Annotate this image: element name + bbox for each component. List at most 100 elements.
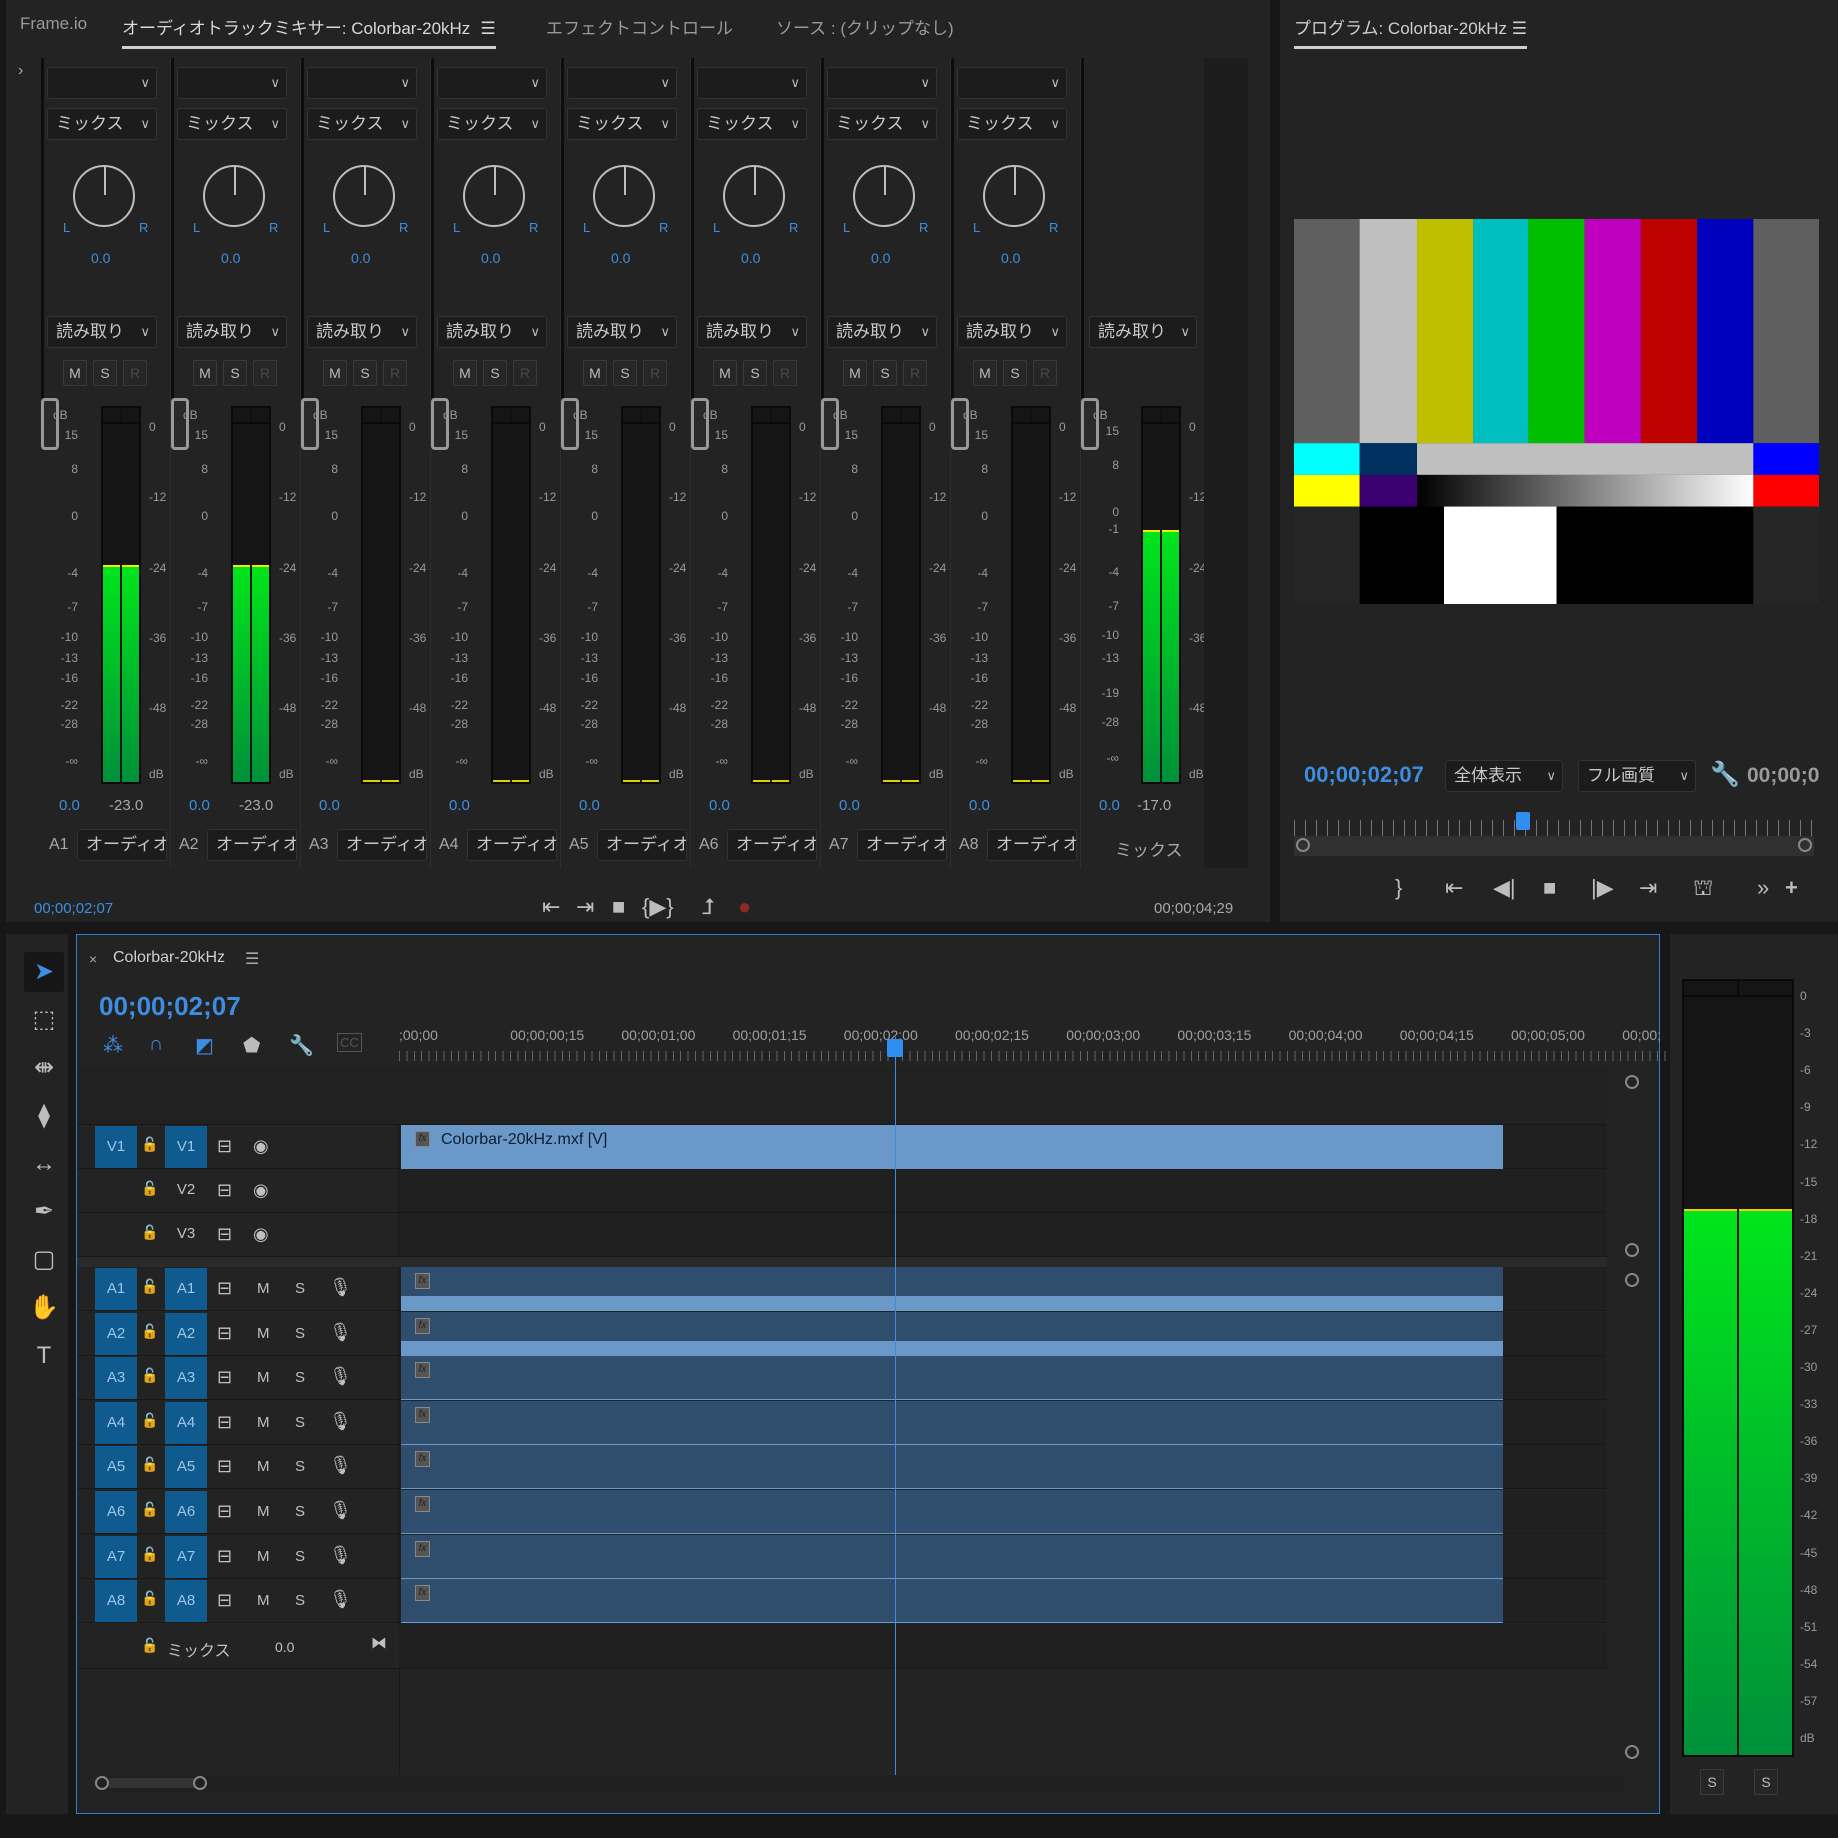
solo-button[interactable]: S (295, 1413, 306, 1431)
add-icon[interactable]: + (1785, 875, 1798, 900)
volume-value[interactable]: 0.0 (189, 797, 210, 814)
source-patch[interactable]: A3 (95, 1357, 137, 1400)
target-track[interactable]: A5 (165, 1446, 207, 1489)
volume-fader-handle[interactable] (431, 398, 449, 450)
mute-button[interactable]: M (63, 360, 87, 386)
eye-icon[interactable]: ◉ (253, 1136, 269, 1156)
pan-value[interactable]: 0.0 (221, 250, 241, 266)
solo-button[interactable]: S (295, 1547, 306, 1565)
record-button[interactable]: R (1033, 360, 1057, 386)
voiceover-mic-icon[interactable]: 🎙 (329, 1321, 352, 1342)
mute-button[interactable]: M (583, 360, 607, 386)
audio-clip[interactable]: fx (401, 1534, 1503, 1579)
hand-tool-icon[interactable]: ✋ (29, 1294, 59, 1321)
track-select-tool-icon[interactable]: ⬚ (32, 1006, 56, 1033)
solo-button[interactable]: S (613, 360, 637, 386)
track-name-field[interactable]: オーディオ (207, 829, 297, 861)
lock-icon[interactable]: 🔓 (141, 1136, 159, 1152)
tab-1[interactable]: オーディオトラックミキサー: Colorbar-20kHz ☰ (122, 14, 496, 49)
record-button[interactable]: R (383, 360, 407, 386)
volume-value[interactable]: 0.0 (59, 797, 80, 814)
track-name-field[interactable]: オーディオ (337, 829, 427, 861)
source-patch[interactable]: A4 (95, 1401, 137, 1444)
audio-clip[interactable]: fx (401, 1356, 1503, 1401)
record-button[interactable]: R (513, 360, 537, 386)
loop-icon[interactable]: ⮥ (702, 894, 715, 919)
voiceover-mic-icon[interactable]: 🎙 (329, 1277, 352, 1297)
sync-lock-icon[interactable]: ⊟ (217, 1322, 233, 1343)
audio-clip[interactable]: fx (401, 1445, 1503, 1490)
hamburger-icon[interactable]: ☰ (245, 951, 260, 968)
mix-volume-value[interactable]: 0.0 (275, 1639, 295, 1655)
voiceover-mic-icon[interactable]: 🎙 (329, 1455, 352, 1476)
mute-button[interactable]: M (843, 360, 867, 386)
pan-knob[interactable] (463, 165, 525, 227)
automation-dropdown[interactable]: 読み取り ∨ (827, 316, 937, 348)
solo-button[interactable]: S (295, 1592, 306, 1610)
record-button[interactable]: R (643, 360, 667, 386)
type-tool-icon[interactable]: T (36, 1342, 52, 1369)
target-track[interactable]: A8 (165, 1580, 207, 1623)
more-icon[interactable]: » (1757, 875, 1770, 900)
pen-tool-icon[interactable]: ✒ (33, 1198, 55, 1225)
solo-right-button[interactable]: S (1754, 1769, 1778, 1795)
effect-dropdown[interactable]: ∨ (567, 67, 677, 99)
record-button[interactable]: R (773, 360, 797, 386)
volume-value[interactable]: 0.0 (449, 797, 470, 814)
volume-value[interactable]: 0.0 (319, 797, 340, 814)
go-to-end-icon[interactable]: ⧓ (371, 1635, 387, 1652)
razor-tool-icon[interactable]: ⧫ (38, 1102, 50, 1129)
lock-icon[interactable]: 🔓 (141, 1278, 159, 1294)
sync-lock-icon[interactable]: ⊟ (217, 1224, 233, 1244)
target-track[interactable]: A1 (165, 1268, 207, 1310)
source-patch[interactable]: A1 (95, 1268, 137, 1310)
program-playhead[interactable] (1515, 812, 1530, 830)
mute-button[interactable]: M (257, 1280, 270, 1297)
mute-button[interactable]: M (257, 1458, 270, 1476)
target-track[interactable]: V3 (176, 1225, 196, 1242)
track-name-field[interactable]: オーディオ (467, 829, 557, 861)
add-marker-icon[interactable]: ⬟ (243, 1035, 261, 1057)
solo-button[interactable]: S (295, 1280, 306, 1297)
tab-2[interactable]: エフェクトコントロール (546, 14, 733, 39)
mute-button[interactable]: M (193, 360, 217, 386)
snap-magnet-icon[interactable]: ∩ (149, 1033, 164, 1055)
scroll-handle[interactable] (1625, 1075, 1639, 1089)
target-track[interactable]: A3 (165, 1357, 207, 1400)
volume-value[interactable]: 0.0 (709, 797, 730, 814)
video-clip[interactable]: fx Colorbar-20kHz.mxf [V] (401, 1125, 1503, 1169)
volume-fader-handle[interactable] (821, 398, 839, 450)
effect-dropdown[interactable]: ∨ (827, 67, 937, 99)
effect-dropdown[interactable]: ∨ (177, 67, 287, 99)
target-track[interactable]: A2 (165, 1312, 207, 1355)
solo-button[interactable]: S (743, 360, 767, 386)
automation-dropdown[interactable]: 読み取り ∨ (177, 316, 287, 348)
automation-dropdown[interactable]: 読み取り ∨ (47, 316, 157, 348)
source-patch[interactable]: A7 (95, 1535, 137, 1578)
source-patch[interactable]: A6 (95, 1491, 137, 1533)
scroll-thumb[interactable] (109, 1778, 195, 1788)
solo-button[interactable]: S (873, 360, 897, 386)
settings-wrench-icon[interactable]: 🔧 (1710, 761, 1740, 788)
source-patch[interactable]: A2 (95, 1312, 137, 1355)
sync-lock-icon[interactable]: ⊟ (217, 1590, 233, 1611)
zoom-handle-left[interactable] (1296, 838, 1310, 852)
track-name-field[interactable]: オーディオ (857, 829, 947, 861)
mixer-current-time[interactable]: 00;00;02;07 (34, 900, 114, 917)
nest-toggle-icon[interactable]: ⁂ (103, 1035, 123, 1057)
go-to-in-icon[interactable]: ⇤ (1445, 875, 1464, 900)
program-timecode[interactable]: 00;00;02;07 (1304, 762, 1424, 787)
pan-value[interactable]: 0.0 (1001, 250, 1021, 266)
playhead-line[interactable] (895, 1037, 896, 1777)
automation-dropdown[interactable]: 読み取り ∨ (697, 316, 807, 348)
solo-button[interactable]: S (353, 360, 377, 386)
step-back-icon[interactable]: ◀| (1493, 875, 1516, 900)
source-patch[interactable]: A8 (95, 1580, 137, 1623)
volume-value[interactable]: 0.0 (1099, 797, 1120, 814)
volume-fader-handle[interactable] (1081, 398, 1099, 450)
solo-button[interactable]: S (483, 360, 507, 386)
lock-icon[interactable]: 🔓 (141, 1590, 159, 1607)
ripple-edit-tool-icon[interactable]: ⇼ (33, 1054, 55, 1081)
pan-value[interactable]: 0.0 (741, 250, 761, 266)
slip-tool-icon[interactable]: ↔ (32, 1150, 56, 1177)
